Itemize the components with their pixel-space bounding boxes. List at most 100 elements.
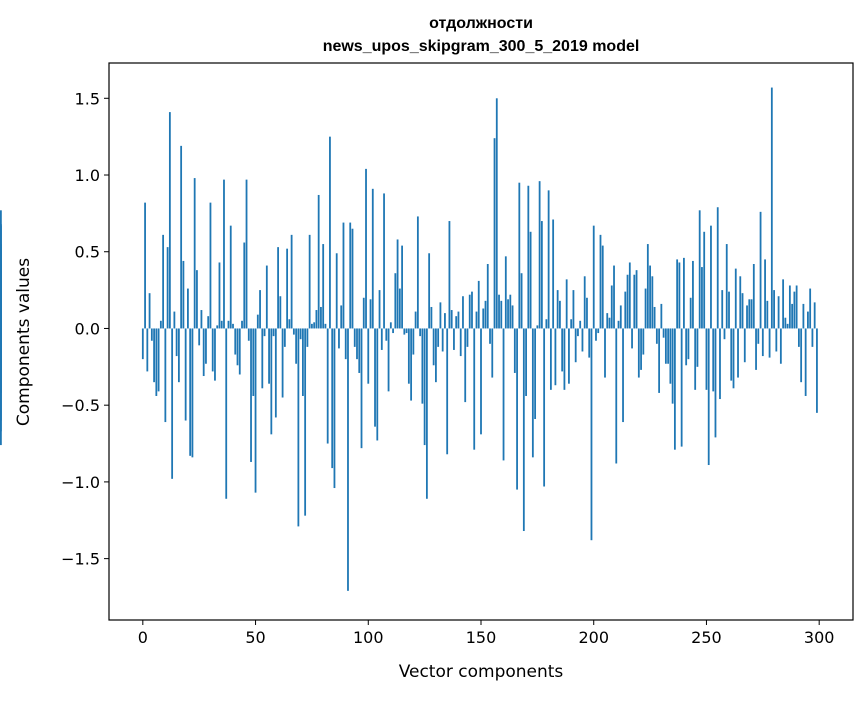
bar: [712, 328, 715, 392]
bar: [416, 216, 419, 329]
bar: [396, 239, 399, 329]
bar: [788, 285, 791, 329]
bar: [707, 328, 710, 466]
bar: [304, 328, 307, 516]
bar: [701, 267, 703, 329]
bar: [563, 328, 566, 390]
bar: [737, 328, 739, 378]
y-tick-label: 0.5: [75, 243, 100, 262]
bar: [191, 328, 194, 458]
bar: [547, 190, 550, 329]
bar: [401, 245, 403, 329]
bar: [277, 247, 279, 329]
bar: [655, 328, 658, 344]
bar: [432, 328, 435, 366]
bars-group: [0, 87, 818, 591]
bar: [791, 303, 794, 329]
bar: [308, 234, 311, 329]
bar: [333, 328, 336, 489]
bar: [723, 328, 726, 340]
bar: [570, 319, 573, 329]
bar: [800, 328, 803, 383]
bar: [507, 299, 509, 329]
bar: [367, 328, 370, 384]
bar: [144, 202, 146, 329]
bar: [297, 328, 300, 527]
bar: [227, 320, 230, 329]
bar: [446, 328, 449, 455]
bar: [162, 234, 165, 329]
y-axis-ticks: −1.5 −1.0 −0.5 0.0 0.5 1.0 1.5: [61, 89, 109, 569]
bar: [622, 328, 624, 423]
bar: [405, 328, 408, 334]
x-axis-label: Vector components: [399, 662, 564, 682]
bar: [626, 274, 629, 329]
bar: [635, 270, 638, 329]
bar: [561, 328, 564, 372]
x-tick-label: 50: [245, 628, 265, 647]
bar: [448, 221, 451, 329]
bar: [403, 328, 406, 335]
bar: [586, 297, 588, 329]
bar: [265, 265, 268, 329]
bar: [777, 296, 780, 329]
bar: [549, 328, 552, 390]
bar: [545, 319, 548, 329]
bar: [146, 328, 149, 372]
bar: [669, 328, 672, 384]
bar: [218, 262, 221, 329]
bar: [468, 294, 471, 329]
bar: [592, 225, 595, 329]
bar: [223, 179, 225, 329]
bar: [407, 328, 410, 384]
bar: [329, 136, 331, 329]
bar: [358, 328, 361, 373]
bar: [322, 244, 325, 329]
bar: [338, 328, 340, 349]
x-tick-label: 300: [804, 628, 835, 647]
bar: [678, 262, 681, 329]
bar: [513, 328, 516, 373]
bar: [732, 328, 735, 389]
bar: [658, 328, 661, 393]
bar: [559, 300, 561, 329]
bar: [331, 328, 334, 469]
bar: [171, 328, 174, 479]
bar: [646, 244, 649, 329]
bar: [410, 328, 413, 401]
bar: [809, 288, 812, 329]
bar: [383, 193, 385, 329]
bar: [196, 270, 198, 329]
chart-subtitle: news_upos_skipgram_300_5_2019 model: [323, 38, 640, 55]
bar: [500, 300, 503, 329]
bar: [311, 323, 313, 329]
bar: [491, 328, 494, 378]
bar: [581, 328, 584, 352]
bar: [268, 328, 270, 384]
bar: [209, 202, 212, 329]
bar: [425, 328, 428, 499]
bar: [141, 328, 144, 360]
bar: [299, 328, 302, 340]
bar: [554, 328, 557, 386]
bar: [263, 328, 266, 337]
bar: [247, 328, 250, 341]
plot-frame: [108, 62, 854, 621]
bar: [511, 305, 514, 329]
bar: [676, 259, 679, 329]
bar: [439, 302, 442, 329]
bar: [617, 320, 620, 329]
x-tick-label: 100: [353, 628, 384, 647]
bar: [568, 328, 570, 384]
bar: [730, 328, 733, 381]
bar: [770, 87, 773, 329]
bar: [380, 328, 383, 350]
bar: [315, 310, 318, 329]
bar: [671, 328, 674, 404]
bar: [435, 328, 437, 383]
bar: [453, 328, 455, 350]
bar: [662, 328, 665, 338]
bar: [173, 311, 176, 329]
bar: [590, 328, 593, 541]
